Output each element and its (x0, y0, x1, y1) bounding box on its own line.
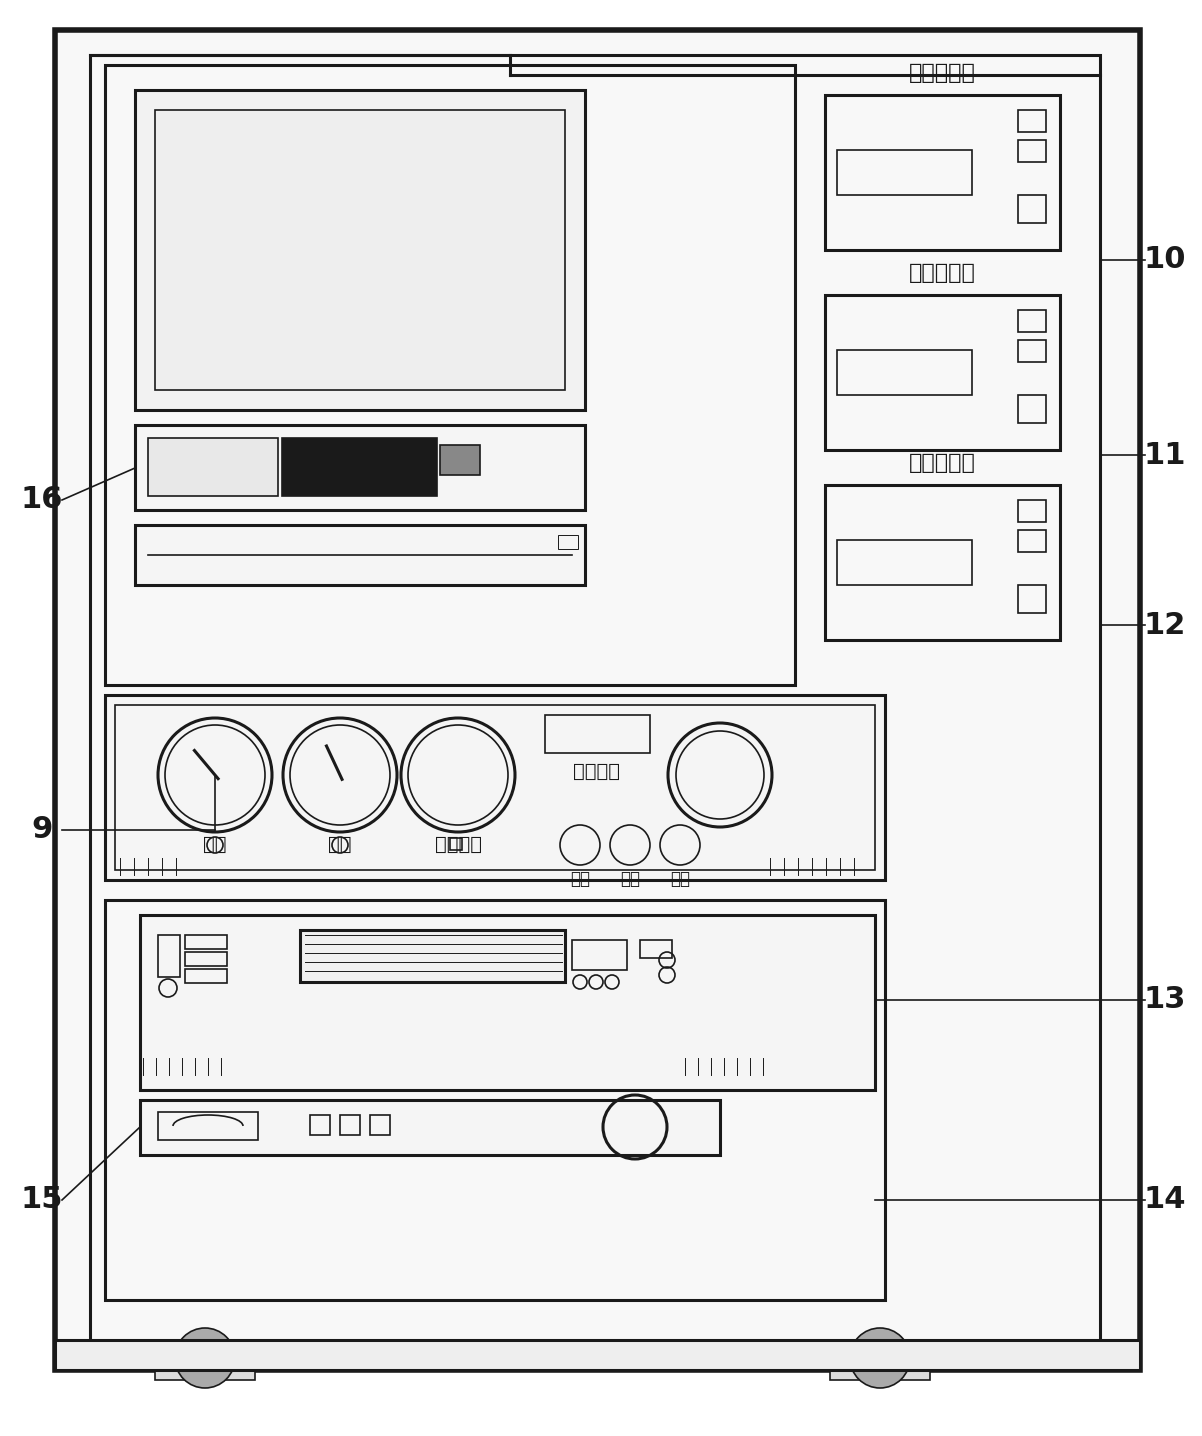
Bar (1018, 310, 1046, 332)
Bar (105, 65, 795, 685)
Text: 角度调控盘: 角度调控盘 (909, 263, 976, 283)
Bar (115, 705, 875, 870)
Bar (135, 425, 585, 510)
Bar (157, 935, 180, 976)
Bar (1018, 395, 1046, 424)
Bar (310, 1114, 331, 1134)
Bar (105, 900, 885, 1300)
Text: 氮气: 氮气 (203, 834, 227, 854)
Bar (105, 695, 885, 880)
Bar (837, 149, 972, 195)
Bar (1018, 111, 1046, 132)
Bar (837, 350, 972, 395)
Bar (558, 536, 578, 549)
Text: 电源: 电源 (570, 870, 590, 887)
Bar (139, 1100, 720, 1155)
Bar (340, 1114, 361, 1134)
Text: 氧气: 氧气 (328, 834, 352, 854)
Bar (831, 1356, 930, 1380)
Bar (185, 952, 227, 966)
Text: 14: 14 (1144, 1186, 1186, 1215)
Text: 功率调控盘: 功率调控盘 (909, 452, 976, 472)
Bar (1018, 195, 1046, 223)
Text: 10: 10 (1144, 246, 1186, 274)
Bar (139, 915, 875, 1090)
Bar (55, 1340, 1139, 1370)
Text: 11: 11 (1144, 441, 1186, 470)
Bar (300, 931, 565, 982)
Bar (148, 438, 278, 495)
Bar (282, 438, 438, 495)
Text: 9: 9 (31, 816, 53, 844)
Bar (135, 526, 585, 584)
Bar (825, 294, 1060, 449)
Bar (90, 55, 1100, 1346)
Bar (572, 941, 627, 969)
Bar (1018, 340, 1046, 362)
Bar (370, 1114, 389, 1134)
Bar (1018, 584, 1046, 613)
Bar (157, 1111, 258, 1140)
Bar (825, 95, 1060, 250)
Bar (155, 1356, 255, 1380)
Bar (135, 90, 585, 411)
Bar (1018, 139, 1046, 162)
Text: 流速控制: 流速控制 (434, 834, 482, 854)
Text: 12: 12 (1144, 610, 1186, 639)
Text: 测定: 测定 (670, 870, 690, 887)
Bar (185, 969, 227, 984)
Text: 位移调控盘: 位移调控盘 (909, 63, 976, 83)
Bar (825, 485, 1060, 640)
Bar (837, 540, 972, 584)
Circle shape (850, 1328, 910, 1389)
Bar (450, 839, 462, 850)
Bar (185, 935, 227, 949)
Bar (545, 715, 650, 752)
Bar (639, 941, 672, 958)
Circle shape (175, 1328, 236, 1389)
Text: 氮氧比例: 氮氧比例 (573, 763, 620, 781)
Text: 16: 16 (20, 485, 64, 514)
Text: 15: 15 (20, 1186, 64, 1215)
Bar (155, 111, 565, 391)
Bar (1018, 530, 1046, 551)
Text: 13: 13 (1144, 985, 1186, 1014)
Bar (440, 445, 480, 475)
Text: 复停: 复停 (620, 870, 639, 887)
Bar (1018, 500, 1046, 523)
